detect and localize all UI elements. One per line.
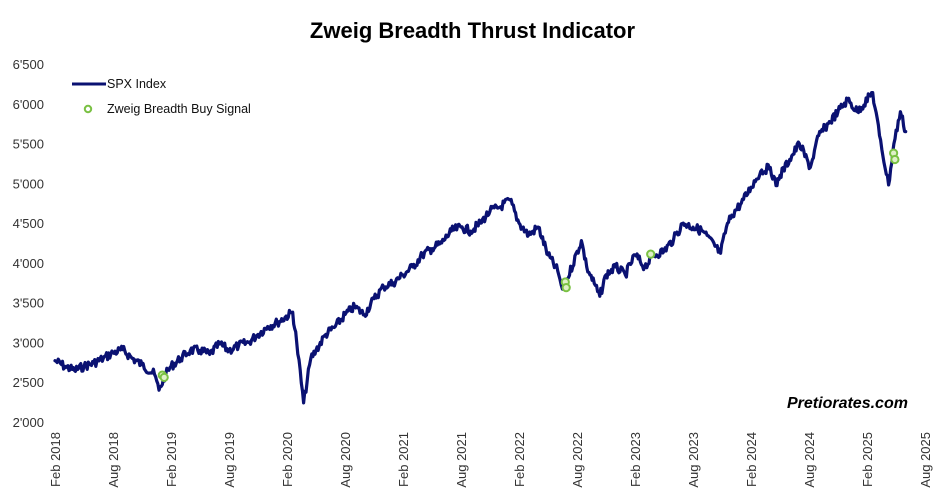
buy-signal-point [561, 283, 571, 293]
x-tick-label: Aug 2021 [454, 432, 469, 488]
buy-signal-point [159, 372, 169, 382]
x-tick-label: Feb 2022 [512, 432, 527, 487]
x-tick-label: Aug 2023 [686, 432, 701, 488]
x-tick-label: Feb 2024 [744, 432, 759, 487]
buy-signal-point [890, 154, 900, 165]
y-tick-label: 6'000 [13, 97, 44, 112]
legend-label-spx: SPX Index [107, 77, 167, 91]
chart-title: Zweig Breadth Thrust Indicator [309, 18, 636, 43]
y-tick-label: 5'000 [13, 176, 44, 191]
x-tick-label: Aug 2024 [802, 432, 817, 488]
x-axis: Feb 2018 Aug 2018 Feb 2019 Aug 2019 Feb 2020… [48, 432, 933, 488]
legend-dot-swatch [83, 104, 93, 114]
y-tick-label: 2'500 [13, 375, 44, 390]
spx-index-line [53, 91, 908, 405]
x-tick-label: Feb 2020 [280, 432, 295, 487]
x-tick-label: Feb 2021 [396, 432, 411, 487]
watermark: Pretiorates.com [787, 395, 908, 412]
y-tick-label: 3'000 [13, 335, 44, 350]
legend: SPX Index Zweig Breadth Buy Signal [72, 77, 251, 116]
series-layer [53, 91, 908, 405]
x-tick-label: Feb 2023 [628, 432, 643, 487]
y-tick-label: 4'000 [13, 256, 44, 271]
y-tick-label: 2'000 [13, 415, 44, 430]
signal-layer [157, 148, 900, 382]
x-tick-label: Feb 2018 [48, 432, 63, 487]
y-tick-label: 5'500 [13, 137, 44, 152]
x-tick-label: Feb 2019 [164, 432, 179, 487]
buy-signal-point [646, 249, 656, 259]
y-tick-label: 3'500 [13, 296, 44, 311]
x-tick-label: Feb 2025 [860, 432, 875, 487]
x-tick-label: Aug 2020 [338, 432, 353, 488]
x-tick-label: Aug 2019 [222, 432, 237, 488]
x-tick-label: Aug 2025 [918, 432, 933, 488]
legend-label-signal: Zweig Breadth Buy Signal [107, 102, 251, 116]
y-tick-label: 4'500 [13, 216, 44, 231]
x-tick-label: Aug 2022 [570, 432, 585, 488]
y-axis: 2'000 2'500 3'000 3'500 4'000 4'500 5'000 5'500… [13, 57, 44, 430]
x-tick-label: Aug 2018 [106, 432, 121, 488]
y-tick-label: 6'500 [13, 57, 44, 72]
